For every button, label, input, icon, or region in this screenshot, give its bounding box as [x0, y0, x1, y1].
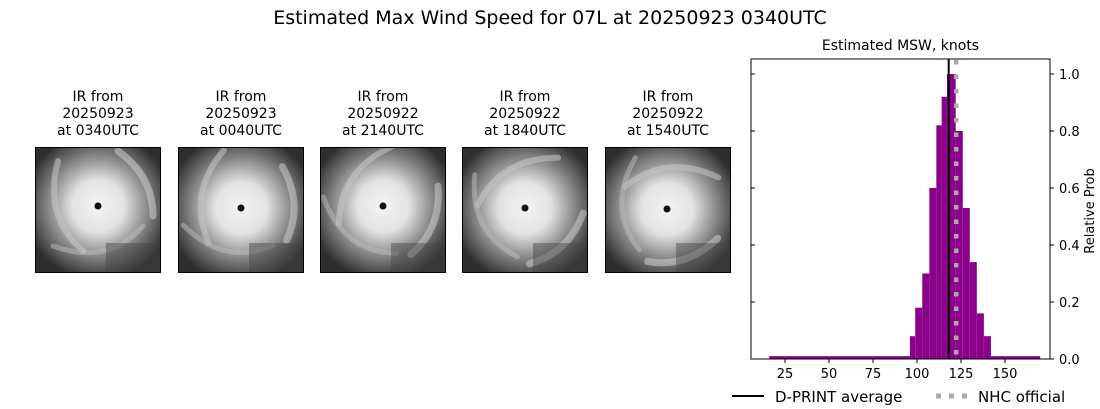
ir-satellite-image — [178, 147, 304, 273]
ir-panel-title: IR from 20250923 at 0340UTC — [35, 89, 161, 141]
y-tick-label: 0.2 — [1059, 296, 1080, 311]
ir-panel-title-line: at 2140UTC — [342, 123, 424, 139]
ir-satellite-image — [35, 147, 161, 273]
ir-panel: IR from 20250922 at 1840UTC — [462, 89, 588, 273]
ir-panel-title: IR from 20250922 at 1540UTC — [605, 89, 731, 141]
histogram-bar — [990, 356, 1041, 359]
histogram-bar — [929, 188, 937, 359]
legend-dprint-label: D-PRINT average — [775, 388, 902, 406]
ir-panel: IR from 20250923 at 0340UTC — [35, 89, 161, 273]
y-tick-label: 0.0 — [1059, 353, 1080, 368]
ir-satellite-image — [320, 147, 446, 273]
histogram-bar — [983, 336, 991, 359]
y-tick-label: 0.8 — [1059, 125, 1080, 140]
ir-panel-title-line: at 0040UTC — [200, 123, 282, 139]
x-tick-label: 25 — [777, 367, 794, 382]
histogram-bar — [769, 356, 910, 359]
ir-panel-title-line: at 0340UTC — [57, 123, 139, 139]
x-tick-label: 100 — [905, 367, 930, 382]
histogram-bar — [915, 307, 923, 359]
ir-panel-title-line: IR from — [499, 89, 551, 105]
y-tick-label: 0.6 — [1059, 182, 1080, 197]
x-tick-label: 50 — [821, 367, 838, 382]
y-tick-label: 0.4 — [1059, 239, 1080, 254]
ir-panel-title: IR from 20250923 at 0040UTC — [178, 89, 304, 141]
ir-panel-title-line: 20250922 — [632, 106, 704, 122]
ir-satellite-image — [605, 147, 731, 273]
ir-panel-title: IR from 20250922 at 1840UTC — [462, 89, 588, 141]
ir-panel-title-line: IR from — [215, 89, 267, 105]
plot-frame — [750, 58, 1051, 360]
ir-panel: IR from 20250922 at 1540UTC — [605, 89, 731, 273]
y-tick-label: 1.0 — [1059, 68, 1080, 83]
ir-panel-title-line: IR from — [357, 89, 409, 105]
histogram-bar — [962, 207, 970, 359]
x-tick-label: 75 — [865, 367, 882, 382]
figure-title: Estimated Max Wind Speed for 07L at 2025… — [273, 7, 827, 29]
histogram-bar — [936, 125, 942, 359]
ir-panel-title-line: at 1840UTC — [484, 123, 566, 139]
ir-panel-title-line: IR from — [642, 89, 694, 105]
ir-panel-title-line: 20250922 — [489, 106, 561, 122]
ir-panel: IR from 20250922 at 2140UTC — [320, 89, 446, 273]
chart-title: Estimated MSW, knots — [822, 38, 979, 54]
histogram-bar — [941, 96, 947, 360]
x-tick-label: 125 — [949, 367, 974, 382]
ir-panel-title-line: 20250923 — [62, 106, 134, 122]
histogram-bar — [976, 313, 984, 359]
ir-panel-title-line: at 1540UTC — [627, 123, 709, 139]
histogram-bar — [969, 262, 977, 359]
ir-panel: IR from 20250923 at 0040UTC — [178, 89, 304, 273]
histogram-bar — [909, 336, 916, 359]
ir-panel-title-line: 20250922 — [347, 106, 419, 122]
histogram-bar — [946, 74, 956, 359]
ir-panel-title-line: 20250923 — [205, 106, 277, 122]
x-tick-label: 150 — [993, 367, 1018, 382]
histogram-bar — [922, 273, 930, 359]
ir-panel-title: IR from 20250922 at 2140UTC — [320, 89, 446, 141]
y-axis-label: Relative Prob — [1083, 168, 1098, 253]
legend-nhc-label: NHC official — [978, 388, 1065, 406]
histogram-bar — [955, 131, 963, 359]
ir-satellite-image — [462, 147, 588, 273]
ir-panel-title-line: IR from — [72, 89, 124, 105]
